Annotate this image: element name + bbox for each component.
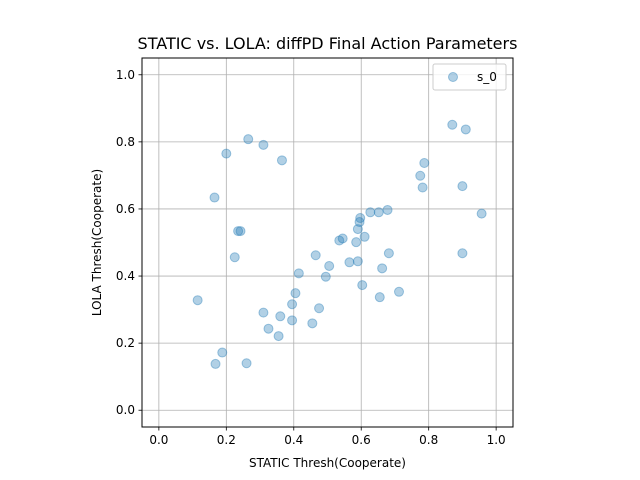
data-point — [359, 231, 370, 242]
data-points — [192, 119, 487, 369]
legend-box — [432, 63, 507, 91]
data-point — [377, 263, 388, 274]
legend: s_0 — [432, 63, 507, 91]
data-point — [447, 119, 458, 130]
data-point — [352, 256, 363, 267]
legend-marker — [448, 72, 458, 82]
data-point — [192, 295, 203, 306]
data-point — [310, 250, 321, 261]
data-point — [320, 271, 331, 282]
data-point — [293, 268, 304, 279]
y-axis-label: LOLA Thresh(Cooperate) — [90, 169, 104, 316]
data-point — [275, 311, 286, 322]
data-point — [352, 224, 363, 235]
y-tick-label: 0.4 — [116, 269, 135, 283]
data-point — [383, 248, 394, 259]
data-point — [263, 323, 274, 334]
y-tick-label: 0.6 — [116, 202, 135, 216]
data-point — [287, 299, 298, 310]
data-point — [287, 315, 298, 326]
x-tick-label: 0.0 — [149, 433, 168, 447]
legend-label: s_0 — [477, 70, 497, 84]
data-point — [217, 347, 228, 358]
data-point — [394, 286, 405, 297]
data-point — [314, 303, 325, 314]
grid-lines — [142, 58, 513, 427]
data-point — [258, 139, 269, 150]
x-tick-label: 1.0 — [487, 433, 506, 447]
data-point — [290, 288, 301, 299]
y-tick-label: 0.8 — [116, 135, 135, 149]
data-point — [344, 257, 355, 268]
data-point — [382, 204, 393, 215]
axis-ticks: 0.0 0.2 0.4 0.6 0.8 1.0 0.0 0.2 0.4 0.6 0.8 1.0 — [116, 68, 506, 447]
plot-area — [142, 58, 513, 427]
data-point — [476, 208, 487, 219]
data-point — [229, 252, 240, 263]
data-point — [307, 318, 318, 329]
plot-frame — [141, 57, 514, 428]
data-point — [235, 226, 246, 237]
y-tick-label: 0.0 — [116, 403, 135, 417]
data-point — [221, 148, 232, 159]
data-point — [354, 217, 365, 228]
x-axis-label: STATIC Thresh(Cooperate) — [249, 456, 406, 470]
data-point — [457, 181, 468, 192]
data-point — [373, 207, 384, 218]
data-point — [210, 358, 221, 369]
data-point — [324, 260, 335, 271]
x-tick-label: 0.8 — [419, 433, 438, 447]
data-point — [233, 226, 244, 237]
y-tick-label: 1.0 — [116, 68, 135, 82]
data-point — [337, 233, 348, 244]
data-point — [334, 235, 345, 246]
x-tick-label: 0.2 — [217, 433, 236, 447]
data-point — [351, 237, 362, 248]
data-point — [417, 182, 428, 193]
data-point — [209, 192, 220, 203]
data-point — [241, 358, 252, 369]
y-tick-label: 0.2 — [116, 336, 135, 350]
data-point — [258, 307, 269, 318]
data-point — [457, 248, 468, 259]
data-point — [365, 207, 376, 218]
data-point — [276, 155, 287, 166]
data-point — [415, 170, 426, 181]
data-point — [419, 157, 430, 168]
data-point — [357, 280, 368, 291]
data-point — [273, 331, 284, 342]
x-tick-label: 0.6 — [352, 433, 371, 447]
data-point — [243, 134, 254, 145]
data-point — [460, 124, 471, 135]
x-tick-label: 0.4 — [284, 433, 303, 447]
chart-title: STATIC vs. LOLA: diffPD Final Action Par… — [138, 34, 518, 53]
data-point — [374, 292, 385, 303]
data-point — [355, 213, 366, 224]
